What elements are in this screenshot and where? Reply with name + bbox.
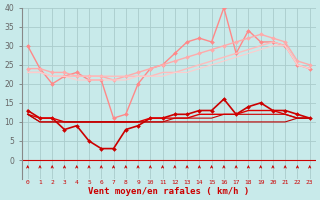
X-axis label: Vent moyen/en rafales ( km/h ): Vent moyen/en rafales ( km/h ) <box>88 187 249 196</box>
Bar <box>21 160 316 179</box>
